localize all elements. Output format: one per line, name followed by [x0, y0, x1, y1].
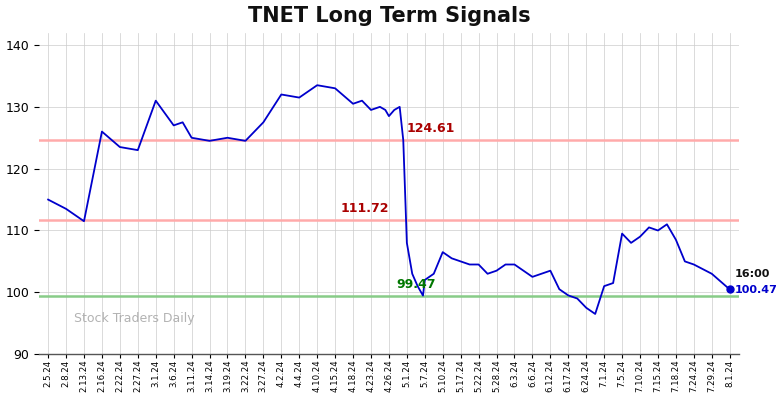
- Title: TNET Long Term Signals: TNET Long Term Signals: [248, 6, 530, 25]
- Text: 99.47: 99.47: [396, 277, 436, 291]
- Text: 124.61: 124.61: [407, 122, 456, 135]
- Text: 16:00: 16:00: [735, 269, 771, 279]
- Text: 100.47: 100.47: [735, 285, 778, 295]
- Text: 111.72: 111.72: [340, 202, 389, 215]
- Text: Stock Traders Daily: Stock Traders Daily: [74, 312, 194, 325]
